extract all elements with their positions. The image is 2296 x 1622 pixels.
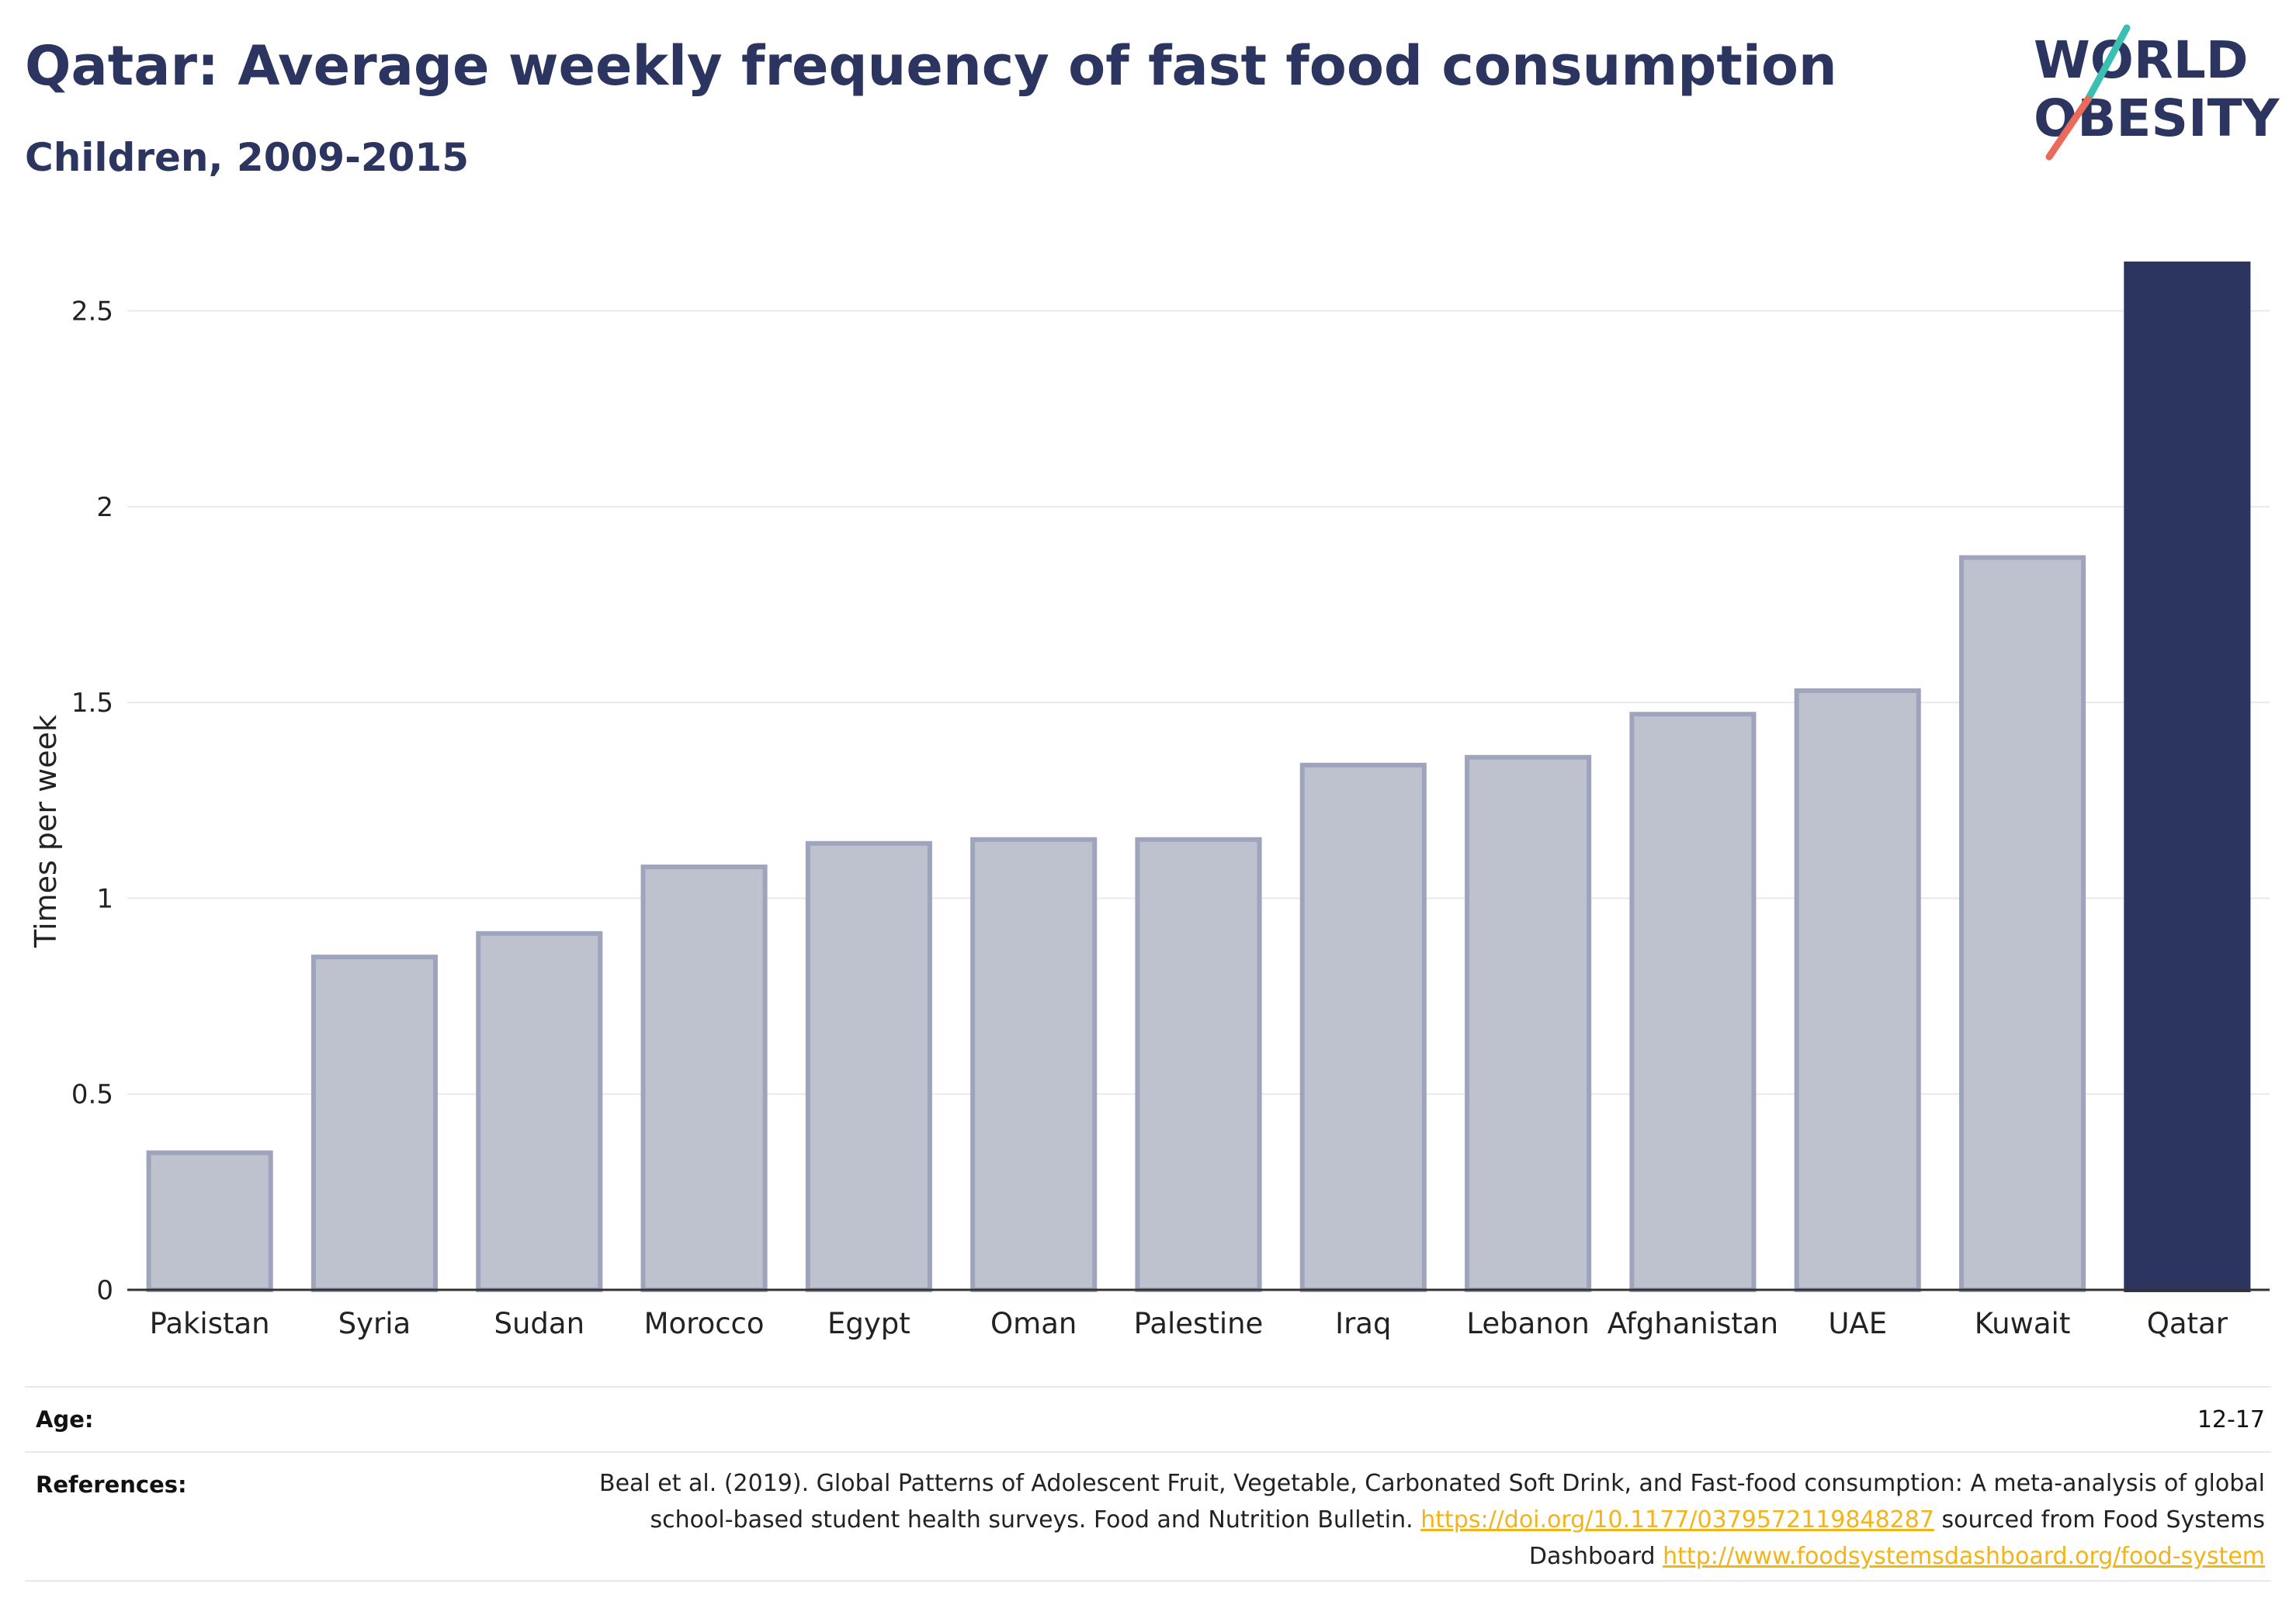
- x-tick-label: UAE: [1828, 1307, 1887, 1340]
- x-tick-label: Syria: [338, 1307, 411, 1340]
- logo-text-world: WORLD: [2034, 30, 2249, 90]
- bar-palestine[interactable]: [1135, 837, 1262, 1292]
- bar-qatar[interactable]: [2124, 262, 2251, 1292]
- bar-lebanon[interactable]: [1465, 754, 1592, 1292]
- bar-kuwait[interactable]: [1958, 555, 2086, 1292]
- reference-source: sourced from Food Systems Dashboard: [1528, 1506, 2265, 1570]
- x-tick-label: Lebanon: [1466, 1307, 1589, 1340]
- y-tick-label: 0.5: [71, 1080, 113, 1111]
- x-tick-label: Kuwait: [1975, 1307, 2071, 1340]
- reference-citation: Beal et al. (2019). Global Patterns of A…: [598, 1470, 2265, 1534]
- bar-syria[interactable]: [310, 955, 439, 1292]
- age-value: 12-17: [2197, 1406, 2265, 1433]
- footer-divider-bottom: [25, 1580, 2271, 1582]
- x-tick-label: Iraq: [1335, 1307, 1391, 1340]
- x-tick-label: Sudan: [494, 1307, 584, 1340]
- bar-afghanistan[interactable]: [1629, 712, 1757, 1292]
- bars: [146, 262, 2251, 1293]
- bar-pakistan[interactable]: [146, 1150, 273, 1293]
- y-tick-label: 0: [96, 1275, 113, 1306]
- x-tick-label: Qatar: [2147, 1307, 2228, 1340]
- chart-subtitle: Children, 2009-2015: [25, 135, 469, 180]
- y-tick-label: 2.5: [71, 296, 113, 328]
- x-tick-label: Pakistan: [150, 1307, 270, 1340]
- bar-uae[interactable]: [1794, 688, 1921, 1292]
- axes: 0 0.5 1 1.5 2 2.5 Pakistan Syria Sudan Morocco Egy…: [29, 296, 2270, 1340]
- references-label: References:: [36, 1471, 187, 1498]
- doi-link[interactable]: https://doi.org/10.1177/0379572119848287: [1420, 1506, 1934, 1534]
- y-tick-label: 1: [96, 883, 113, 914]
- bar-oman[interactable]: [970, 837, 1098, 1292]
- age-label: Age:: [36, 1406, 94, 1433]
- y-tick-label: 1.5: [71, 688, 113, 719]
- y-tick-label: 2: [96, 492, 113, 523]
- bar-sudan[interactable]: [476, 931, 603, 1292]
- chart-title: Qatar: Average weekly frequency of fast …: [25, 34, 1837, 98]
- bar-egypt[interactable]: [805, 840, 932, 1293]
- x-tick-label: Egypt: [827, 1307, 910, 1340]
- y-axis-label: Times per week: [29, 715, 63, 948]
- foodsystems-link[interactable]: http://www.foodsystemsdashboard.org/food…: [1663, 1543, 2265, 1570]
- logo-slash-coral: [2045, 95, 2092, 161]
- world-obesity-logo: WORLD OBESITY: [2034, 24, 2280, 161]
- x-tick-label: Morocco: [644, 1307, 765, 1340]
- logo-slash-teal: [2084, 24, 2131, 103]
- x-tick-label: Oman: [990, 1307, 1077, 1340]
- bar-iraq[interactable]: [1299, 762, 1427, 1292]
- bar-chart: 0 0.5 1 1.5 2 2.5 Pakistan Syria Sudan Morocco Egy…: [29, 262, 2270, 1340]
- x-tick-label: Afghanistan: [1608, 1307, 1778, 1340]
- bar-morocco[interactable]: [640, 865, 768, 1293]
- footer-divider-top: [25, 1386, 2271, 1388]
- references-text: Beal et al. (2019). Global Patterns of A…: [573, 1465, 2265, 1575]
- footer-divider-middle: [25, 1451, 2271, 1453]
- x-tick-label: Palestine: [1134, 1307, 1264, 1340]
